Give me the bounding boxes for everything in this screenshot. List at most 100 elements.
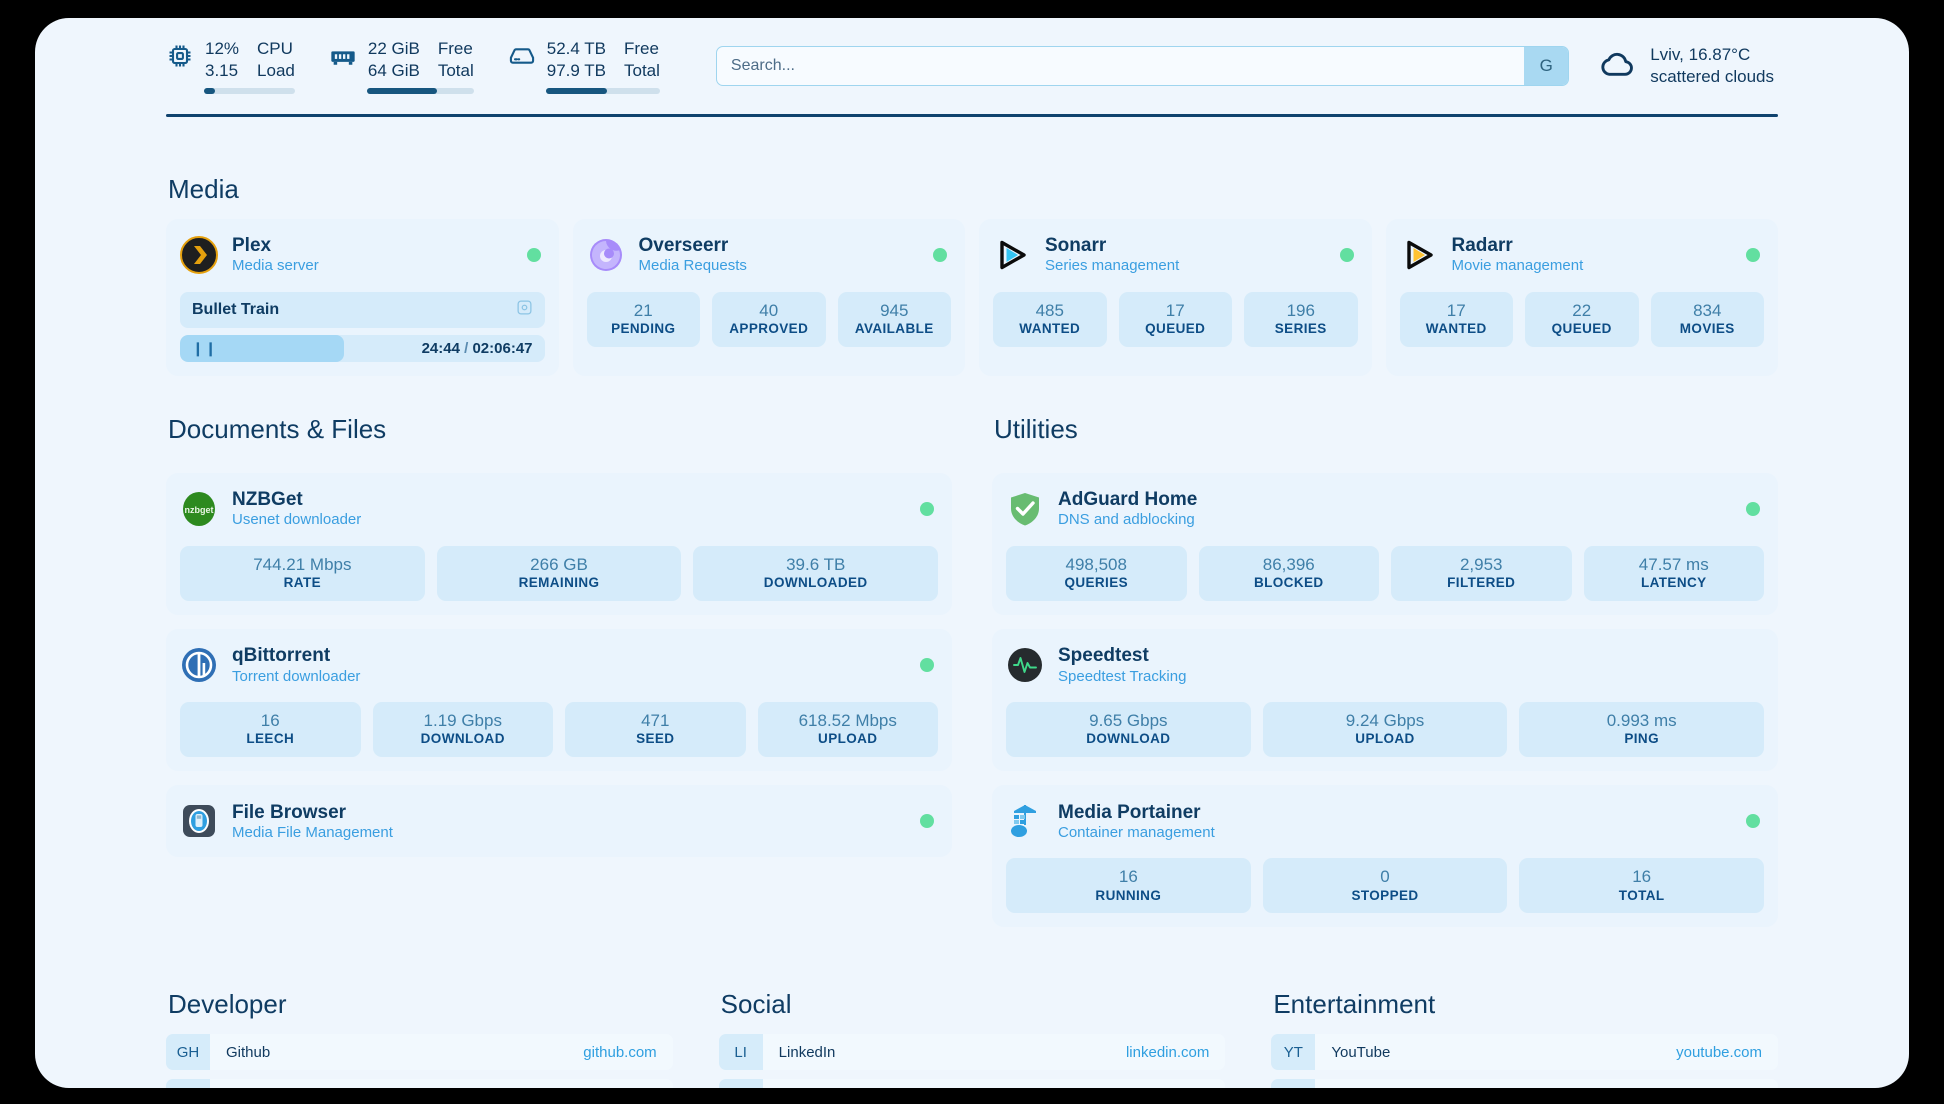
stat-value: 39.6 TB xyxy=(786,555,846,574)
stat-item: 471 SEED xyxy=(565,702,746,758)
now-playing-title: Bullet Train xyxy=(192,301,280,318)
stat-label: UPLOAD xyxy=(1355,731,1415,747)
bookmark-name: Github xyxy=(226,1043,271,1061)
nzbget-icon: nzbget xyxy=(180,490,218,528)
stat-item: 945 AVAILABLE xyxy=(837,292,951,348)
bookmark-item-youtube[interactable]: YT YouTube youtube.com xyxy=(1271,1034,1779,1071)
cpu-label-top: CPU xyxy=(257,39,293,59)
stat-item: 834 MOVIES xyxy=(1650,292,1764,348)
stat-value: 945 xyxy=(880,301,909,320)
service-desc: Usenet downloader xyxy=(232,511,362,529)
stat-item: 485 WANTED xyxy=(993,292,1107,348)
bookmark-group-social: Social LI LinkedIn linkedin.com TW Twitt… xyxy=(718,989,1226,1088)
stat-value: 0.993 ms xyxy=(1606,711,1677,731)
bookmark-item-github[interactable]: GH Github github.com xyxy=(166,1034,673,1071)
service-name: Overseerr xyxy=(638,235,729,257)
stat-label: DOWNLOAD xyxy=(1086,731,1171,747)
pause-icon[interactable]: ❙❙ xyxy=(192,340,218,356)
documents-section: Documents & Files nzbget NZBGet Usenet d… xyxy=(166,414,952,927)
stats-row: 744.21 Mbps RATE 266 GB REMAINING 39.6 T… xyxy=(180,546,939,602)
disk-free: 52.4 TB xyxy=(546,39,606,59)
stat-value: 471 xyxy=(641,711,670,731)
stat-label: QUEUED xyxy=(1145,321,1206,337)
stats-row: 498,508 QUERIES 86,396 BLOCKED 2,953 FIL… xyxy=(1006,546,1764,602)
radarr-icon xyxy=(1400,236,1438,274)
stat-label: LATENCY xyxy=(1640,575,1707,591)
stat-item: 16 RUNNING xyxy=(1006,858,1251,914)
stat-item: 86,396 BLOCKED xyxy=(1198,546,1379,602)
disk-usage-bar xyxy=(545,87,660,94)
resource-disk: 52.4 TB 97.9 TB Free Total xyxy=(508,38,660,94)
service-card-speedtest[interactable]: Speedtest Speedtest Tracking 9.65 Gbps D… xyxy=(992,629,1778,772)
section-title-utilities: Utilities xyxy=(994,414,1078,444)
stat-label: PING xyxy=(1624,731,1659,747)
stat-label: SEED xyxy=(636,731,675,747)
speedtest-icon xyxy=(1006,646,1044,684)
search-input[interactable] xyxy=(716,47,1525,85)
service-card-filebrowser[interactable]: File Browser Media File Management xyxy=(166,785,952,858)
stat-label: RUNNING xyxy=(1095,887,1162,903)
stat-item: 40 APPROVED xyxy=(712,292,826,348)
stat-item: 39.6 TB DOWNLOADED xyxy=(693,546,939,602)
stat-label: WANTED xyxy=(1425,321,1487,337)
stats-row: 16 LEECH 1.19 Gbps DOWNLOAD 471 SEED 6 xyxy=(180,702,938,758)
disk-icon xyxy=(508,42,536,75)
header-bar: 12% 3.15 CPU Load xyxy=(166,18,1778,114)
service-card-adguard[interactable]: AdGuard Home DNS and adblocking 498,508 … xyxy=(992,473,1778,616)
service-card-sonarr[interactable]: Sonarr Series management 485 WANTED 17 Q… xyxy=(979,219,1372,376)
stat-value: 498,508 xyxy=(1065,555,1127,574)
service-card-overseerr[interactable]: Overseerr Media Requests 21 PENDING 40 A… xyxy=(572,219,965,376)
plex-icon xyxy=(180,236,218,274)
stat-item: 17 WANTED xyxy=(1399,292,1513,348)
sonarr-icon xyxy=(993,236,1031,274)
stat-item: 744.21 Mbps RATE xyxy=(180,546,425,602)
bookmark-url: github.com xyxy=(583,1043,657,1061)
cpu-percent: 12% xyxy=(205,39,240,59)
stat-label: AVAILABLE xyxy=(854,321,934,337)
dashboard-page: 12% 3.15 CPU Load xyxy=(35,18,1909,1088)
weather-condition: scattered clouds xyxy=(1650,67,1774,86)
search-engine-button[interactable]: G xyxy=(1524,47,1569,85)
service-card-plex[interactable]: Plex Media server Bullet Train ❙❙ xyxy=(166,219,559,376)
cloud-icon xyxy=(1599,48,1637,85)
resource-memory: 22 GiB 64 GiB Free Total xyxy=(329,38,474,94)
status-badge xyxy=(1746,814,1760,829)
bookmark-item-stackoverflow[interactable]: SO StackOverflow stackoverflow.com xyxy=(166,1079,673,1088)
status-badge xyxy=(920,658,934,673)
search-bar[interactable]: G xyxy=(715,46,1570,86)
header-divider xyxy=(166,114,1778,117)
portainer-icon xyxy=(1006,802,1044,840)
stats-row: 485 WANTED 17 QUEUED 196 SERIES xyxy=(993,292,1358,348)
now-playing-progress[interactable]: ❙❙ 24:44 / 02:06:47 xyxy=(180,335,545,362)
bookmark-item-netflix[interactable]: NF Netflix netflix.com xyxy=(1271,1079,1779,1088)
service-card-portainer[interactable]: Media Portainer Container management 16 … xyxy=(992,785,1778,928)
service-desc: Torrent downloader xyxy=(232,667,361,685)
stat-item: 266 GB REMAINING xyxy=(436,546,682,602)
service-card-qbittorrent[interactable]: qBittorrent Torrent downloader 16 LEECH … xyxy=(166,629,952,772)
now-playing-title-row[interactable]: Bullet Train xyxy=(180,292,545,328)
service-card-nzbget[interactable]: nzbget NZBGet Usenet downloader 744.21 M… xyxy=(166,473,952,616)
stat-value: 266 GB xyxy=(530,555,588,574)
stat-label: STOPPED xyxy=(1351,887,1419,903)
stat-value: 17 xyxy=(1165,301,1185,320)
stat-item: 17 QUEUED xyxy=(1118,292,1232,348)
service-card-radarr[interactable]: Radarr Movie management 17 WANTED 22 QUE… xyxy=(1385,219,1778,376)
stat-value: 22 xyxy=(1572,301,1592,320)
stat-value: 16 xyxy=(1118,867,1138,887)
bookmark-item-linkedin[interactable]: LI LinkedIn linkedin.com xyxy=(718,1034,1226,1071)
settings-icon[interactable] xyxy=(516,299,533,321)
stat-value: 1.19 Gbps xyxy=(423,711,502,731)
stat-label: BLOCKED xyxy=(1253,575,1324,591)
weather-location-temp: Lviv, 16.87°C xyxy=(1650,44,1751,64)
stat-item: 16 LEECH xyxy=(180,702,361,758)
stat-label: QUERIES xyxy=(1064,575,1129,591)
stat-value: 21 xyxy=(633,301,653,320)
bookmark-item-twitter[interactable]: TW Twitter twitter.com xyxy=(718,1079,1226,1088)
service-desc: Speedtest Tracking xyxy=(1058,667,1187,685)
service-name: Media Portainer xyxy=(1058,801,1201,823)
stat-value: 40 xyxy=(759,301,779,320)
bookmark-abbr: LI xyxy=(718,1034,763,1071)
service-desc: Media File Management xyxy=(232,823,393,841)
stat-value: 196 xyxy=(1286,301,1315,320)
service-name: AdGuard Home xyxy=(1058,489,1198,511)
